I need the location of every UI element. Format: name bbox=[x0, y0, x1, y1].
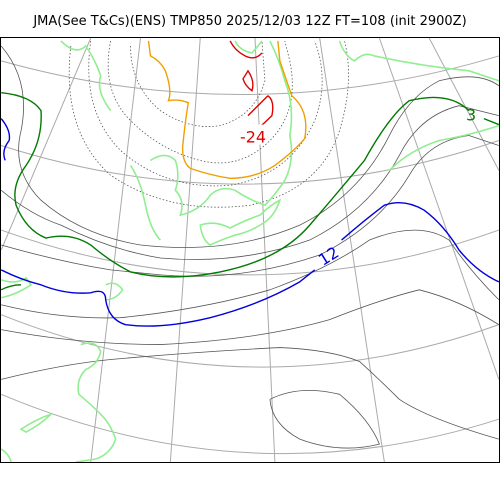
isotherm-line bbox=[1, 105, 499, 260]
label-minus12: 12 bbox=[315, 243, 342, 270]
isotherm-line bbox=[68, 40, 349, 208]
isotherm-line bbox=[1, 135, 499, 277]
weather-map: -24 12 3 bbox=[0, 37, 500, 463]
label-minus24: -24 bbox=[240, 128, 266, 147]
coastline bbox=[19, 413, 52, 434]
coastline bbox=[388, 124, 499, 171]
meridian-line bbox=[1, 38, 92, 251]
parallel-line bbox=[1, 314, 499, 368]
isotherm-line bbox=[1, 347, 499, 440]
isotherm-minus12 bbox=[1, 269, 316, 327]
coastline bbox=[199, 198, 282, 246]
isotherm-minus12-east bbox=[341, 201, 499, 283]
coastlines bbox=[1, 40, 499, 462]
meridian-line bbox=[319, 38, 385, 462]
coastline bbox=[338, 40, 499, 82]
isotherm-3-west bbox=[1, 284, 22, 291]
parallel-line bbox=[1, 55, 499, 96]
isotherm-line bbox=[269, 389, 380, 449]
isotherm-minus24-core bbox=[247, 95, 274, 130]
meridian-line bbox=[90, 38, 142, 462]
graticule bbox=[1, 38, 499, 462]
dotted-isotherms bbox=[68, 40, 349, 208]
coastline bbox=[129, 164, 161, 241]
parallel-line bbox=[1, 229, 499, 276]
coastline bbox=[75, 342, 117, 462]
thin-isotherms bbox=[1, 45, 499, 449]
isotherm-3-tail bbox=[483, 117, 499, 126]
meridian-line bbox=[428, 38, 499, 171]
meridian-line bbox=[378, 38, 499, 380]
isotherm-line bbox=[107, 40, 293, 164]
isotherm-3 bbox=[1, 92, 470, 278]
coastline bbox=[1, 448, 12, 462]
parallel-line bbox=[1, 393, 499, 455]
isotherm-minus24 bbox=[229, 40, 263, 59]
isotherm-minus12-west bbox=[1, 118, 11, 161]
isotherm-minus24-loop bbox=[242, 69, 254, 92]
meridian-line bbox=[169, 38, 201, 462]
coastline bbox=[150, 40, 293, 217]
isotherm-line bbox=[1, 229, 499, 319]
coastline bbox=[60, 40, 112, 112]
isotherm-line bbox=[88, 40, 323, 187]
meridian-line bbox=[254, 38, 276, 462]
label-3: 3 bbox=[466, 106, 476, 125]
map-title: JMA(See T&Cs)(ENS) TMP850 2025/12/03 12Z… bbox=[33, 14, 467, 29]
isotherm-minus18 bbox=[147, 40, 307, 180]
coastline bbox=[234, 40, 263, 54]
isotherm-line bbox=[130, 40, 266, 127]
label-bg bbox=[236, 124, 264, 145]
coastline bbox=[105, 282, 124, 301]
parallel-line bbox=[1, 140, 499, 185]
isotherm-line bbox=[1, 45, 499, 248]
map-canvas: -24 12 3 bbox=[1, 38, 499, 462]
isotherm-line bbox=[1, 289, 499, 345]
